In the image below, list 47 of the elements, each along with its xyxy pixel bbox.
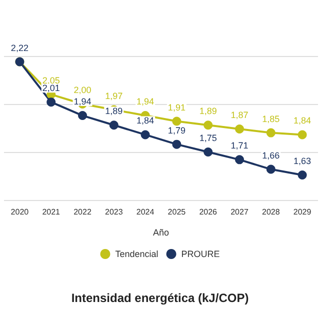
point	[140, 130, 150, 140]
x-tick-label: 2022	[74, 208, 92, 216]
data-label: 1,85	[262, 114, 280, 124]
data-label: 1,71	[230, 140, 248, 151]
x-tick-label: 2028	[262, 208, 280, 216]
x-tick-label: 2027	[230, 208, 249, 216]
point	[204, 148, 213, 156]
point	[235, 155, 244, 164]
data-label: 1,91	[168, 102, 186, 112]
text: Intensidad energética (kJ/COP)	[71, 291, 249, 305]
data-label: 2,05	[42, 75, 60, 86]
point	[298, 130, 307, 140]
data-label: 2,22	[10, 42, 28, 53]
data-label: 1,75	[199, 133, 217, 143]
data-label: 2,00	[74, 85, 92, 95]
point	[266, 164, 276, 174]
x-tick-label: 2020	[10, 208, 30, 216]
point	[172, 116, 182, 126]
data-label: 1,87	[230, 110, 248, 120]
point	[46, 98, 56, 107]
point	[266, 128, 276, 138]
data-label: 1,94	[74, 96, 92, 107]
x-tick-label: 2024	[136, 208, 155, 216]
x-tick-label: 2021	[42, 208, 61, 216]
data-label: 1,89	[199, 106, 217, 116]
data-label: 1,94	[136, 96, 154, 107]
point	[78, 111, 87, 120]
x-tick-label: 2023	[105, 208, 124, 216]
data-label: 1,63	[294, 156, 312, 166]
data-label: 1,79	[168, 125, 186, 136]
data-label: 1,97	[105, 90, 123, 101]
point	[235, 124, 244, 134]
x-tick-label: 2026	[199, 208, 218, 216]
data-label: 1,89	[105, 106, 123, 116]
point	[298, 170, 307, 180]
data-label: 1,84	[136, 116, 154, 126]
x-axis-title: Año	[152, 228, 170, 238]
x-tick-label: 2025	[168, 208, 186, 216]
legend-label: PROURE	[181, 249, 220, 259]
data-label: 1,66	[262, 150, 280, 160]
point	[204, 120, 213, 130]
point	[109, 120, 118, 130]
legend-label: Tendencial	[115, 249, 158, 259]
data-label: 2,01	[42, 83, 60, 94]
point	[172, 140, 182, 149]
x-tick-label: 2029	[293, 208, 312, 216]
data-label: 1,84	[294, 116, 312, 126]
